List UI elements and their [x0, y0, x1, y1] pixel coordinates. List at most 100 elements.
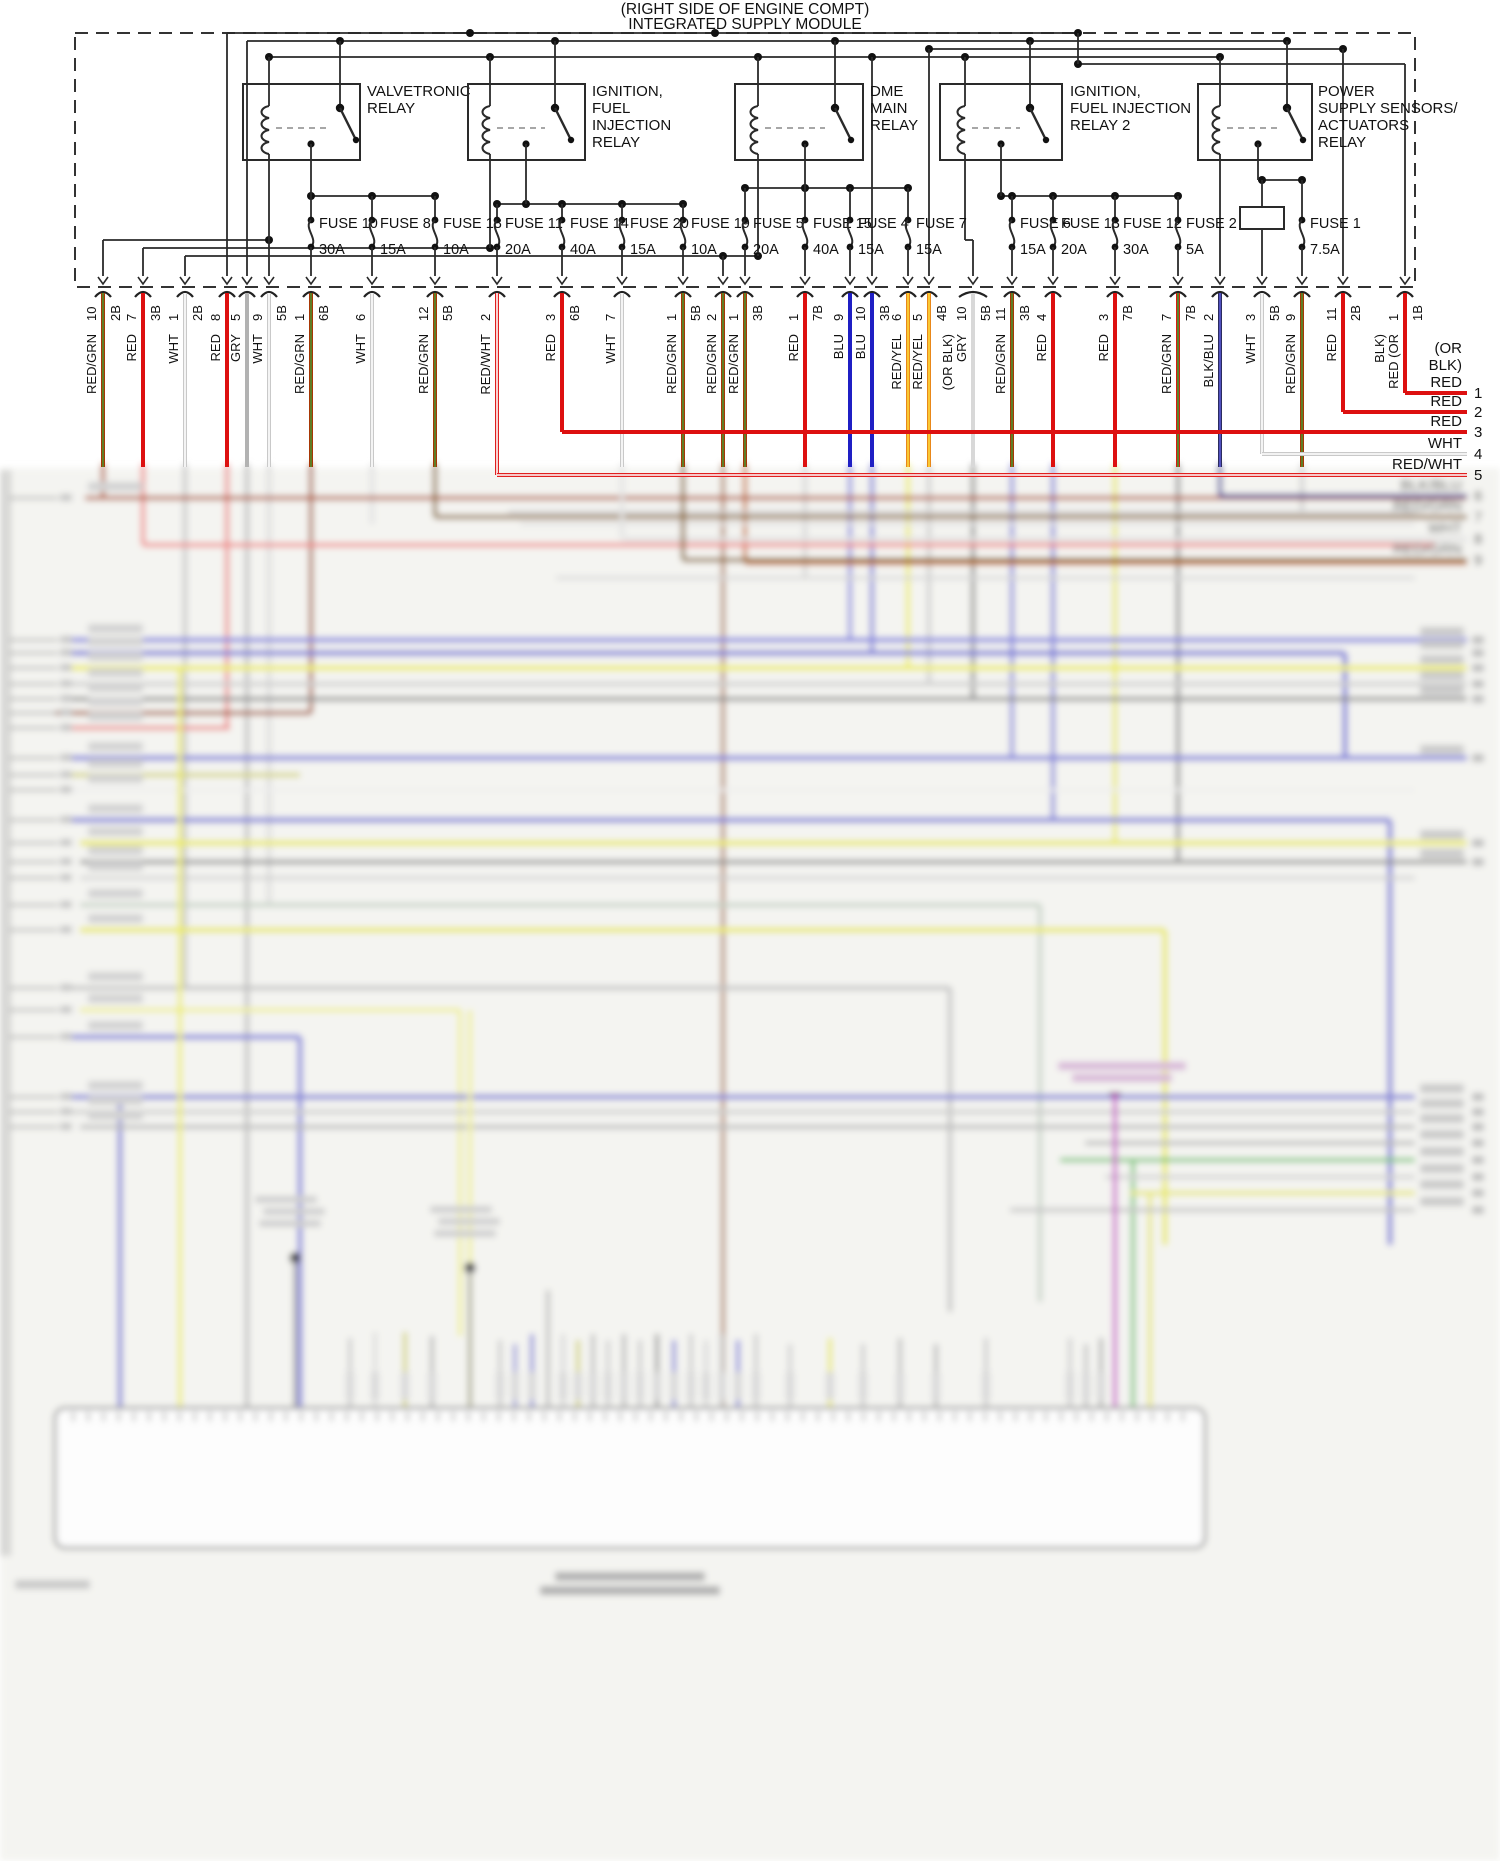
- svg-text:40A: 40A: [570, 242, 596, 258]
- svg-text:(OR BLK): (OR BLK): [940, 334, 955, 390]
- svg-text:8: 8: [208, 314, 223, 321]
- svg-text:15A: 15A: [630, 242, 656, 258]
- svg-text:RED: RED: [543, 334, 558, 361]
- exit-line-7: RED/GRN 7: [433, 464, 1482, 526]
- svg-text:15A: 15A: [916, 242, 942, 258]
- svg-text:FUSE 13: FUSE 13: [1061, 216, 1120, 232]
- svg-text:3: 3: [1243, 314, 1258, 321]
- svg-text:2B: 2B: [190, 305, 205, 321]
- connector-wire-pin-7: 7 WHT: [603, 276, 631, 467]
- svg-text:5: 5: [1474, 467, 1482, 484]
- fuse-fuse-7: FUSE 7 15A: [904, 188, 967, 276]
- svg-text:RED: RED: [1430, 374, 1462, 391]
- svg-text:7B: 7B: [1183, 305, 1198, 321]
- inline-component: [1239, 206, 1285, 230]
- svg-text:RED/GRN: RED/GRN: [704, 334, 719, 394]
- svg-text:FUSE 15: FUSE 15: [813, 216, 872, 232]
- connector-wire-pin-1-3B: 1 3B RED/GRN: [726, 276, 765, 467]
- svg-text:RED/WHT: RED/WHT: [478, 334, 493, 395]
- svg-text:7.5A: 7.5A: [1310, 242, 1340, 258]
- watermark-bar: [15, 1580, 90, 1589]
- svg-text:5B: 5B: [688, 305, 703, 321]
- svg-text:INJECTION: INJECTION: [592, 117, 671, 134]
- svg-text:WHT: WHT: [353, 334, 368, 364]
- svg-text:6: 6: [1474, 488, 1482, 505]
- svg-text:10: 10: [853, 307, 868, 321]
- sensor-symbol-1: [255, 1196, 325, 1408]
- svg-text:WHT: WHT: [603, 334, 618, 364]
- svg-text:7B: 7B: [1120, 305, 1135, 321]
- connector-wire-pin-5-4B: 5 4B RED/YEL: [910, 276, 949, 467]
- svg-text:3B: 3B: [877, 305, 892, 321]
- svg-text:3: 3: [1474, 424, 1482, 441]
- magenta-signal-line: [1058, 1062, 1186, 1408]
- exit-line-6: BLK/BLU 6: [1218, 464, 1482, 505]
- svg-text:3: 3: [543, 314, 558, 321]
- svg-text:15A: 15A: [858, 242, 884, 258]
- svg-text:GRY: GRY: [954, 334, 969, 362]
- svg-text:BLU: BLU: [831, 334, 846, 359]
- svg-text:RELAY 2: RELAY 2: [1070, 117, 1130, 134]
- fuse-fuse-18: FUSE 18 10A: [431, 196, 502, 276]
- svg-text:15A: 15A: [1020, 242, 1046, 258]
- fuse-fuse-5: FUSE 5 20A: [741, 188, 804, 276]
- svg-text:FUSE 19: FUSE 19: [691, 216, 750, 232]
- svg-text:IGNITION,: IGNITION,: [592, 83, 663, 100]
- exit-line-8: WHT 8: [620, 464, 1482, 548]
- svg-text:2: 2: [478, 314, 493, 321]
- connector-wire-pin-1-5B: 1 5B RED/GRN: [664, 276, 703, 467]
- svg-text:30A: 30A: [1123, 242, 1149, 258]
- svg-text:RED: RED: [1430, 393, 1462, 410]
- svg-text:FUEL INJECTION: FUEL INJECTION: [1070, 100, 1191, 117]
- connector-wire-pin-5: 5 GRY: [228, 276, 256, 467]
- svg-text:FUSE 4: FUSE 4: [858, 216, 909, 232]
- fuse-fuse-13: FUSE 13 20A: [1049, 196, 1120, 276]
- svg-text:RELAY: RELAY: [592, 134, 640, 151]
- svg-text:FUSE 7: FUSE 7: [916, 216, 967, 232]
- connector-wire-pin-12-5B: 12 5B RED/GRN: [416, 276, 455, 467]
- connector-wire-pin-4: 4 RED: [1034, 276, 1062, 467]
- fuse-fuse-8: FUSE 8 15A: [368, 196, 431, 276]
- svg-text:4B: 4B: [934, 305, 949, 321]
- svg-text:RED/GRN: RED/GRN: [84, 334, 99, 394]
- svg-text:2: 2: [1474, 404, 1482, 421]
- bus-wiring: [102, 29, 1406, 276]
- svg-text:MAIN: MAIN: [870, 100, 908, 117]
- svg-text:5B: 5B: [440, 305, 455, 321]
- svg-text:RED/YEL: RED/YEL: [889, 334, 904, 390]
- svg-text:20A: 20A: [505, 242, 531, 258]
- svg-text:2B: 2B: [108, 305, 123, 321]
- svg-text:5B: 5B: [274, 305, 289, 321]
- connector-wire-pin-8: 8 RED: [208, 276, 236, 467]
- connector-wire-pin-9-5B: 9 5B WHT: [250, 276, 289, 467]
- connector-wire-pin-2: 2 RED/WHT: [478, 276, 506, 475]
- exit-line-2: RED 2: [1343, 393, 1482, 421]
- svg-text:WHT: WHT: [250, 334, 265, 364]
- svg-text:1: 1: [1386, 314, 1401, 321]
- svg-text:1: 1: [1474, 385, 1482, 402]
- connector-wire-pin-7-3B: 7 3B RED: [124, 276, 163, 467]
- svg-text:(OR: (OR: [1435, 340, 1463, 357]
- fuse-fuse-10: FUSE 10 30A: [307, 196, 378, 276]
- dme-control-unit-box: [53, 1406, 1207, 1550]
- svg-text:2B: 2B: [1348, 305, 1363, 321]
- integrated-supply-module-section: VALVETRONICRELAYIGNITION,FUELINJECTIONRE…: [74, 29, 1482, 484]
- connector-wire-pin-10-2B: 10 2B RED/GRN: [84, 276, 123, 467]
- svg-text:6B: 6B: [567, 305, 582, 321]
- svg-text:IGNITION,: IGNITION,: [1070, 83, 1141, 100]
- svg-text:7B: 7B: [810, 305, 825, 321]
- svg-text:10A: 10A: [691, 242, 717, 258]
- svg-text:BLK/BLU: BLK/BLU: [1400, 477, 1462, 494]
- connector-wire-pin-6: 6 WHT: [353, 276, 381, 467]
- connector-wire-pin-10-5B: 10 5B GRY(OR BLK): [940, 276, 993, 467]
- svg-text:11: 11: [1324, 308, 1339, 322]
- svg-text:9: 9: [831, 314, 846, 321]
- svg-text:FUSE 5: FUSE 5: [753, 216, 804, 232]
- svg-text:3B: 3B: [750, 305, 765, 321]
- blurred-lower-diagram: BLK/BLU 6 RED/GRN 7 WHT 8 RED/GRN 9: [0, 464, 1500, 1861]
- svg-text:VALVETRONIC: VALVETRONIC: [367, 83, 471, 100]
